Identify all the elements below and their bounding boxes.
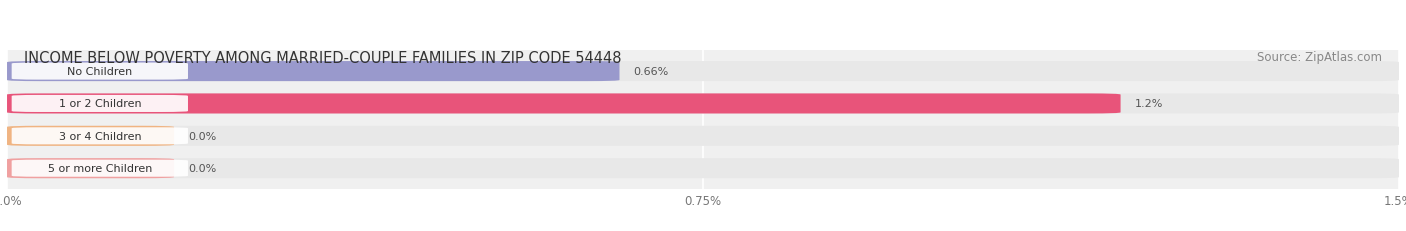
FancyBboxPatch shape: [11, 160, 188, 177]
FancyBboxPatch shape: [7, 126, 1399, 146]
Text: 1 or 2 Children: 1 or 2 Children: [59, 99, 141, 109]
Text: Source: ZipAtlas.com: Source: ZipAtlas.com: [1257, 51, 1382, 64]
FancyBboxPatch shape: [7, 158, 174, 179]
Text: 1.2%: 1.2%: [1135, 99, 1163, 109]
FancyBboxPatch shape: [7, 126, 174, 146]
FancyBboxPatch shape: [7, 62, 1399, 82]
Text: 5 or more Children: 5 or more Children: [48, 164, 152, 173]
FancyBboxPatch shape: [7, 94, 1399, 114]
Text: 0.0%: 0.0%: [188, 131, 217, 141]
Text: No Children: No Children: [67, 67, 132, 77]
FancyBboxPatch shape: [7, 158, 1399, 179]
FancyBboxPatch shape: [11, 63, 188, 80]
Text: INCOME BELOW POVERTY AMONG MARRIED-COUPLE FAMILIES IN ZIP CODE 54448: INCOME BELOW POVERTY AMONG MARRIED-COUPL…: [24, 51, 621, 66]
FancyBboxPatch shape: [7, 62, 620, 82]
FancyBboxPatch shape: [11, 128, 188, 145]
Text: 0.66%: 0.66%: [633, 67, 669, 77]
FancyBboxPatch shape: [7, 94, 1121, 114]
Text: 0.0%: 0.0%: [188, 164, 217, 173]
Text: 3 or 4 Children: 3 or 4 Children: [59, 131, 141, 141]
FancyBboxPatch shape: [11, 95, 188, 112]
